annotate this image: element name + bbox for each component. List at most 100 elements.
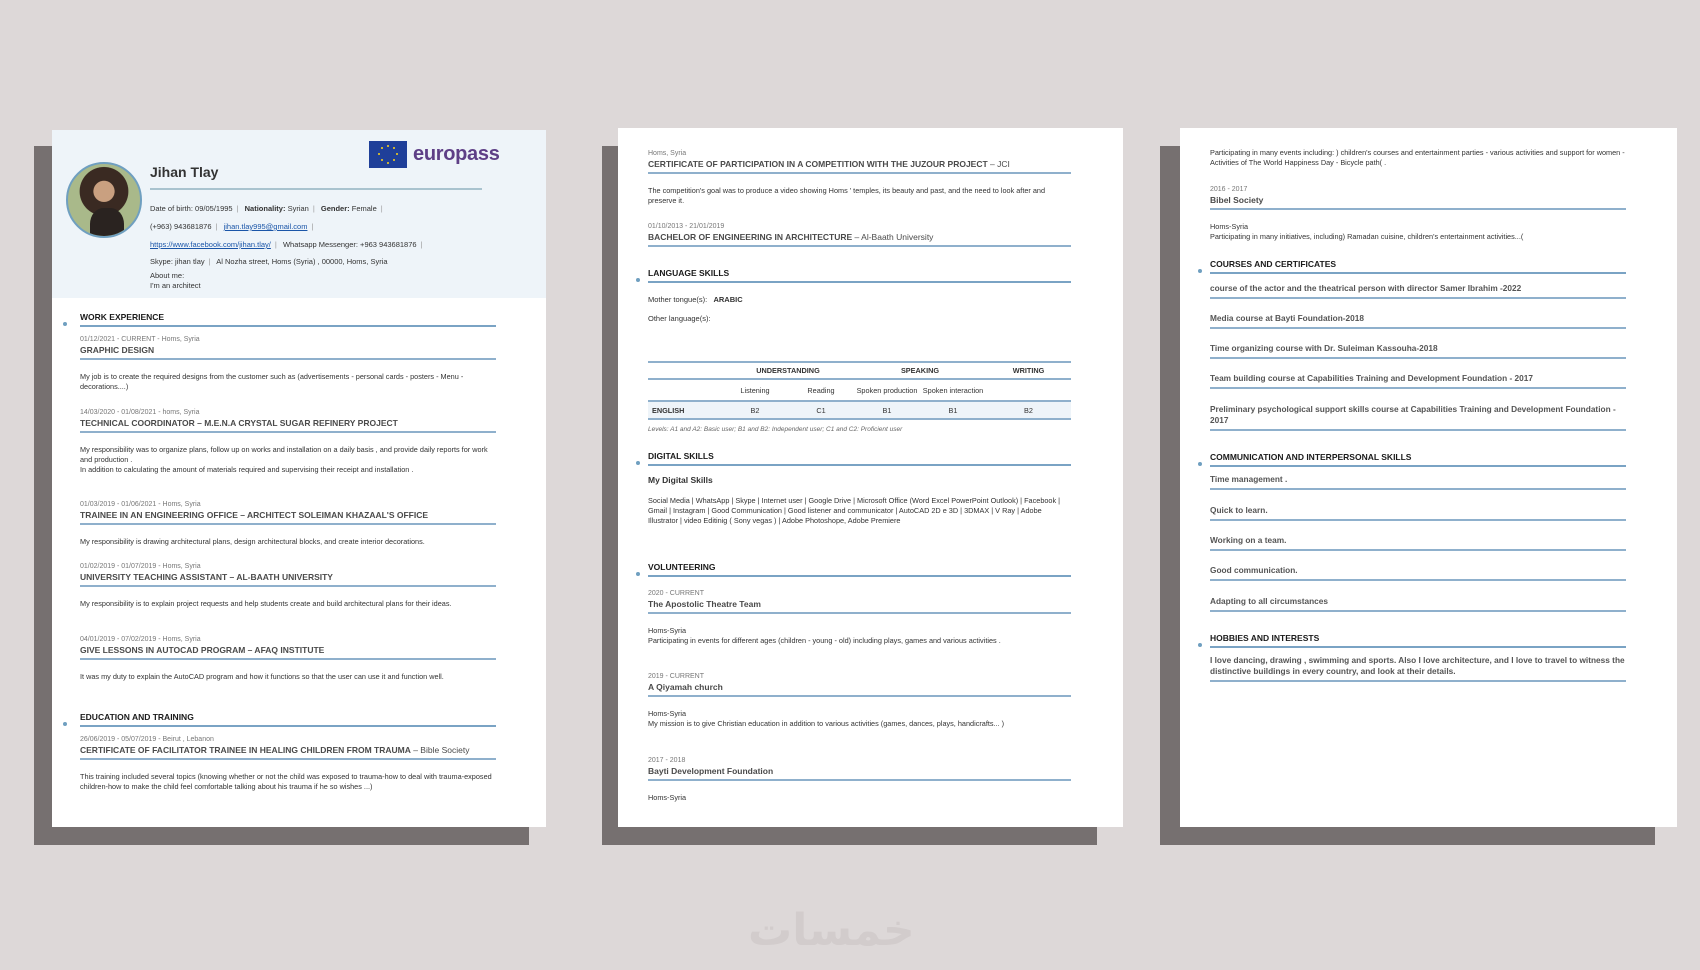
section-heading: WORK EXPERIENCE [80,312,496,327]
volunteering-entry: 2019 - CURRENT A Qiyamah church Homs-Syr… [648,671,1071,729]
facebook-link[interactable]: https://www.facebook.com/jihan.tlay/ [150,240,271,249]
education-entry: Homs, Syria CERTIFICATE OF PARTICIPATION… [648,148,1071,206]
address: Al Nozha street, Homs (Syria) , 00000, H… [216,257,388,266]
entry-title: The Apostolic Theatre Team [648,599,1071,614]
mother-tongue-value: ARABIC [713,295,743,304]
skype: Skype: jihan tlay [150,257,205,266]
section-heading: HOBBIES AND INTERESTS [1210,633,1626,648]
entry-description: My responsibility is to explain project … [80,599,452,608]
candidate-name: Jihan Tlay [150,164,219,180]
bullet-icon [1198,269,1202,273]
skill-item: Quick to learn. [1210,505,1626,521]
column-header: Reading [807,385,835,395]
bullet-icon [636,461,640,465]
entry-title: GRAPHIC DESIGN [80,345,496,360]
profile-photo [66,162,142,238]
skill-item: Time management . [1210,474,1626,490]
section-heading: EDUCATION AND TRAINING [80,712,496,727]
entry-title-text: CERTIFICATE OF FACILITATOR TRAINEE IN HE… [80,745,411,755]
entry-date: 2019 - CURRENT [648,673,705,680]
khamsat-watermark: خمسات [748,905,915,956]
course-item: Time organizing course with Dr. Suleiman… [1210,343,1626,359]
work-entry: 14/03/2020 - 01/08/2021 - homs, Syria TE… [80,407,496,475]
column-group-header: SPEAKING [900,366,940,375]
entry-description: Participating in many events including: … [1210,148,1625,167]
bullet-icon [636,572,640,576]
cv-page-2: Homs, Syria CERTIFICATE OF PARTICIPATION… [618,128,1123,827]
column-group-header: UNDERSTANDING [756,366,820,375]
eu-flag-icon [369,141,407,168]
gender-label: Gender: [320,204,350,213]
gender: Female [351,204,377,213]
entry-date: Homs, Syria [648,150,687,157]
section-heading: COMMUNICATION AND INTERPERSONAL SKILLS [1210,452,1626,467]
entry-title: A Qiyamah church [648,682,1071,697]
bullet-icon [1198,462,1202,466]
dob-label: Date of birth: [150,204,193,213]
whatsapp: Whatsapp Messenger: +963 943681876 [282,240,417,249]
cv-page-3: Participating in many events including: … [1180,128,1677,827]
entry-date: 2016 - 2017 [1210,186,1248,193]
section-heading: LANGUAGE SKILLS [648,268,1071,283]
level-cell: B1 [948,405,958,415]
entry-date: 2017 - 2018 [648,757,686,764]
work-entry: 01/02/2019 - 01/07/2019 - Homs, Syria UN… [80,561,496,609]
entry-description: My responsibility is drawing architectur… [80,537,425,546]
entry-description: In addition to calculating the amount of… [80,465,414,474]
level-cell: B1 [882,405,892,415]
language-name: ENGLISH [652,405,685,415]
entry-description: This training included several topics (k… [80,772,492,791]
course-item: course of the actor and the theatrical p… [1210,283,1626,299]
entry-date: 26/06/2019 - 05/07/2019 - Beirut , Leban… [80,736,214,743]
levels-note: Levels: A1 and A2: Basic user; B1 and B2… [648,426,903,433]
entry-date: 04/01/2019 - 07/02/2019 - Homs, Syria [80,636,201,643]
hobbies-text: I love dancing, drawing , swimming and s… [1210,655,1626,682]
entry-date: 2020 - CURRENT [648,590,705,597]
dob: 09/05/1995 [195,204,233,213]
table-row: ENGLISH B2 C1 B1 B1 B2 [648,401,1071,419]
entry-description: My responsibility was to organize plans,… [80,445,488,464]
entry-title: TRAINEE IN AN ENGINEERING OFFICE – ARCHI… [80,510,496,525]
work-entry: 01/12/2021 - CURRENT - Homs, Syria GRAPH… [80,334,496,392]
level-cell: C1 [816,405,826,415]
entry-organization: – JCI [987,159,1010,169]
cv-page-1: europass Jihan Tlay Date of birth: 09/05… [52,130,546,827]
level-cell: B2 [750,405,760,415]
section-heading: COURSES AND CERTIFICATES [1210,259,1626,274]
entry-description: The competition's goal was to produce a … [648,186,1046,205]
volunteering-entry: 2017 - 2018 Bayti Development Foundation… [648,755,1071,803]
mother-tongue: Mother tongue(s): ARABIC [648,295,743,304]
cv-header: europass Jihan Tlay Date of birth: 09/05… [52,130,546,298]
entry-place: Homs-Syria [648,709,687,718]
course-item: Media course at Bayti Foundation-2018 [1210,313,1626,329]
work-entry: 01/03/2019 - 01/06/2021 - Homs, Syria TR… [80,499,496,547]
entry-description: My mission is to give Christian educatio… [648,719,1005,728]
course-item: Team building course at Capabilities Tra… [1210,373,1626,389]
about-text: I'm an architect [150,281,201,290]
skill-item: Adapting to all circumstances [1210,596,1626,612]
column-header: Listening [740,385,770,395]
social-line: https://www.facebook.com/jihan.tlay/| Wh… [150,240,423,249]
entry-place: Homs-Syria [648,626,687,635]
divider [150,188,482,190]
work-entry: 04/01/2019 - 07/02/2019 - Homs, Syria GI… [80,634,496,682]
education-entry: 26/06/2019 - 05/07/2019 - Beirut , Leban… [80,734,496,792]
level-cell: B2 [1024,405,1033,415]
entry-title: Bibel Society [1210,195,1626,210]
entry-organization: – Al-Baath University [852,232,934,242]
section-heading: VOLUNTEERING [648,562,1071,577]
entry-title-text: BACHELOR OF ENGINEERING IN ARCHITECTURE [648,232,853,242]
entry-title: GIVE LESSONS IN AUTOCAD PROGRAM – AFAQ I… [80,645,496,660]
nationality: Syrian [287,204,309,213]
entry-title: TECHNICAL COORDINATOR – M.E.N.A CRYSTAL … [80,418,496,433]
digital-skills-subheading: My Digital Skills [648,475,713,485]
skill-item: Good communication. [1210,565,1626,581]
email-link[interactable]: jihan.tlay995@gmail.com [223,222,308,231]
entry-date: 01/02/2019 - 01/07/2019 - Homs, Syria [80,563,201,570]
entry-title: BACHELOR OF ENGINEERING IN ARCHITECTURE … [648,232,1071,247]
entry-description: Participating in events for different ag… [648,636,1001,645]
europass-wordmark: europass [413,143,500,165]
volunteering-entry: 2016 - 2017 Bibel Society Homs-Syria Par… [1210,184,1626,242]
entry-place: Homs-Syria [648,793,687,802]
entry-date: 01/10/2013 - 21/01/2019 [648,223,725,230]
